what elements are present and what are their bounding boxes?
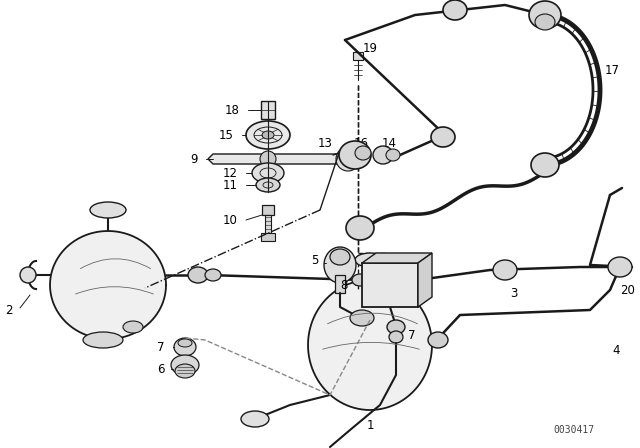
Bar (362, 263, 418, 307)
Text: 4: 4 (612, 344, 620, 357)
Text: 3: 3 (510, 287, 517, 300)
Circle shape (336, 147, 360, 171)
Polygon shape (362, 253, 432, 263)
Text: 9: 9 (191, 152, 198, 165)
Text: 1: 1 (366, 418, 374, 431)
Text: 7: 7 (157, 340, 165, 353)
Text: 13: 13 (318, 137, 333, 150)
Ellipse shape (493, 260, 517, 280)
Bar (335, 275, 345, 293)
Ellipse shape (175, 364, 195, 378)
Ellipse shape (386, 149, 400, 161)
Text: 12: 12 (223, 167, 238, 180)
Ellipse shape (531, 153, 559, 177)
Bar (262, 205, 274, 215)
Text: 14: 14 (381, 137, 397, 150)
Ellipse shape (352, 274, 368, 286)
Bar (265, 215, 271, 233)
Text: 19: 19 (363, 42, 378, 55)
Ellipse shape (83, 332, 123, 348)
Text: 2: 2 (6, 303, 13, 316)
Ellipse shape (355, 146, 371, 160)
Bar (261, 101, 275, 119)
Ellipse shape (174, 338, 196, 356)
Ellipse shape (350, 310, 374, 326)
Ellipse shape (123, 321, 143, 333)
Ellipse shape (241, 411, 269, 427)
Ellipse shape (90, 202, 126, 218)
Ellipse shape (324, 247, 356, 283)
Text: 8: 8 (340, 279, 348, 292)
Ellipse shape (171, 355, 199, 375)
Bar (261, 233, 275, 241)
Ellipse shape (428, 332, 448, 348)
Ellipse shape (443, 0, 467, 20)
Ellipse shape (262, 131, 274, 139)
Polygon shape (418, 253, 432, 307)
Text: 7: 7 (408, 328, 415, 341)
Text: 0030417: 0030417 (554, 425, 595, 435)
Ellipse shape (373, 146, 393, 164)
Ellipse shape (535, 14, 555, 30)
Ellipse shape (389, 331, 403, 343)
Ellipse shape (529, 1, 561, 29)
Bar (353, 52, 363, 60)
Ellipse shape (178, 339, 192, 347)
Ellipse shape (330, 249, 350, 265)
Ellipse shape (252, 163, 284, 183)
Text: 6: 6 (157, 362, 165, 375)
Ellipse shape (608, 257, 632, 277)
Text: 10: 10 (223, 214, 238, 227)
Polygon shape (208, 154, 363, 164)
Text: 18: 18 (225, 103, 240, 116)
Ellipse shape (387, 320, 405, 334)
Text: 17: 17 (605, 64, 620, 77)
Polygon shape (308, 280, 432, 410)
Text: 15: 15 (219, 129, 234, 142)
Ellipse shape (205, 269, 221, 281)
Circle shape (387, 290, 393, 296)
Polygon shape (50, 231, 166, 339)
Circle shape (20, 267, 36, 283)
Text: 5: 5 (310, 254, 318, 267)
Ellipse shape (256, 178, 280, 192)
Ellipse shape (431, 127, 455, 147)
Ellipse shape (346, 216, 374, 240)
Text: 16: 16 (353, 137, 369, 150)
Text: 11: 11 (223, 178, 238, 191)
Circle shape (260, 151, 276, 167)
Ellipse shape (188, 267, 208, 283)
Ellipse shape (339, 141, 371, 169)
Text: 20: 20 (620, 284, 635, 297)
Ellipse shape (246, 121, 290, 149)
Ellipse shape (355, 253, 385, 267)
